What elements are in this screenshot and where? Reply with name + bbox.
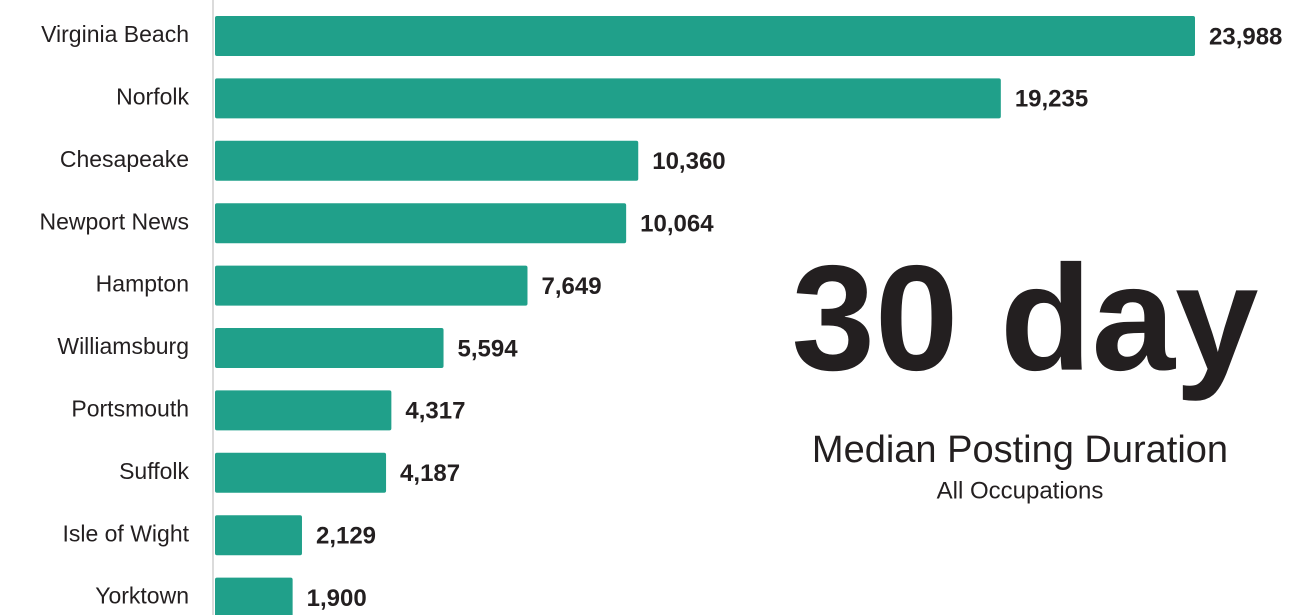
headline: 30 day bbox=[792, 234, 1259, 402]
value-label: 2,129 bbox=[316, 523, 376, 550]
category-label: Chesapeake bbox=[60, 146, 189, 172]
value-label: 5,594 bbox=[458, 335, 519, 362]
bar bbox=[215, 265, 528, 306]
bar bbox=[215, 390, 392, 431]
category-label: Newport News bbox=[39, 208, 189, 234]
bar bbox=[215, 78, 1001, 119]
value-label: 19,235 bbox=[1015, 86, 1088, 113]
value-label: 7,649 bbox=[541, 273, 601, 300]
value-label: 1,900 bbox=[307, 585, 367, 612]
value-label: 23,988 bbox=[1209, 23, 1282, 50]
value-label: 4,317 bbox=[405, 398, 465, 425]
subtitle: Median Posting Duration bbox=[812, 429, 1228, 471]
value-label: 10,064 bbox=[640, 211, 714, 238]
bar bbox=[215, 515, 302, 556]
category-label: Suffolk bbox=[119, 458, 189, 484]
caption: All Occupations bbox=[937, 477, 1104, 504]
category-label: Isle of Wight bbox=[62, 520, 189, 546]
bar bbox=[215, 577, 293, 615]
bar bbox=[215, 140, 639, 181]
category-label: Williamsburg bbox=[57, 333, 189, 359]
bar bbox=[215, 203, 627, 244]
category-label: Norfolk bbox=[116, 83, 189, 109]
bar bbox=[215, 16, 1195, 56]
bar bbox=[215, 328, 444, 368]
category-label: Portsmouth bbox=[71, 395, 189, 421]
bar bbox=[215, 452, 387, 493]
value-label: 4,187 bbox=[400, 460, 460, 487]
category-label: Hampton bbox=[96, 271, 189, 297]
value-label: 10,360 bbox=[652, 148, 725, 175]
category-label: Virginia Beach bbox=[41, 21, 189, 47]
category-label: Yorktown bbox=[95, 583, 189, 609]
